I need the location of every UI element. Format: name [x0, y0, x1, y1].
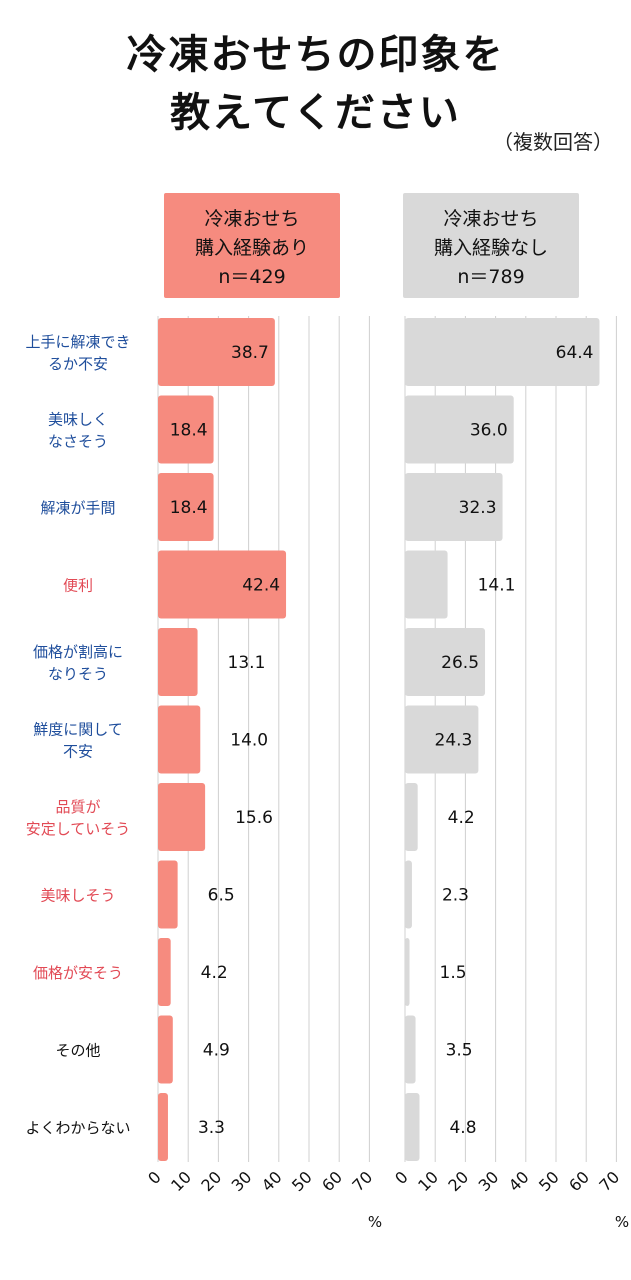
x-tick-label: 0	[391, 1167, 412, 1188]
category-label: その他	[55, 1042, 100, 1060]
chart-title-line1: 冷凍おせちの印象を	[126, 32, 505, 78]
bar-value-label: 13.1	[228, 653, 266, 673]
bar-value-label: 18.4	[170, 421, 208, 441]
bar-value-label: 4.2	[201, 963, 228, 983]
x-tick-label: 40	[505, 1167, 533, 1195]
bar-value-label: 36.0	[470, 421, 508, 441]
series-header-purchased: 冷凍おせち 購入経験あり n＝429	[164, 193, 340, 298]
bar	[405, 550, 448, 619]
bar	[158, 473, 214, 541]
category-label: 価格が安そう	[33, 964, 123, 982]
category-label: 美味しそう	[40, 887, 115, 905]
series-header-not-purchased: 冷凍おせち 購入経験なし n＝789	[403, 193, 579, 298]
bar	[158, 1093, 168, 1161]
bar-value-label: 4.2	[448, 808, 475, 828]
x-axis-unit: %	[368, 1213, 382, 1231]
bar	[158, 705, 201, 774]
bar-value-label: 38.7	[231, 343, 269, 363]
x-tick-label: 20	[197, 1167, 225, 1195]
bar-value-label: 3.5	[446, 1041, 473, 1061]
bar	[405, 860, 412, 929]
category-label: るか不安	[48, 355, 108, 373]
category-label: なりそう	[48, 665, 108, 683]
bar	[405, 705, 479, 774]
bar-value-label: 18.4	[170, 498, 208, 518]
category-label: 解凍が手間	[40, 499, 115, 517]
bar-value-label: 4.8	[449, 1118, 476, 1138]
bar-value-label: 64.4	[556, 343, 594, 363]
bar-value-label: 3.3	[198, 1118, 225, 1138]
bar-value-label: 6.5	[208, 886, 235, 906]
bar-value-label: 4.9	[203, 1041, 230, 1061]
bar-value-label: 24.3	[435, 731, 473, 751]
bar-value-label: 14.1	[478, 576, 516, 596]
bar	[405, 783, 418, 851]
category-label: 品質が	[55, 798, 100, 816]
bar	[158, 395, 214, 464]
x-tick-label: 70	[595, 1167, 623, 1195]
bar-value-label: 1.5	[440, 963, 467, 983]
bar	[405, 1015, 416, 1084]
bar	[405, 938, 410, 1006]
bar-value-label: 2.3	[442, 886, 469, 906]
x-tick-label: 60	[318, 1167, 346, 1195]
bar-value-label: 32.3	[459, 498, 497, 518]
bar-value-label: 42.4	[242, 576, 280, 596]
category-label: よくわからない	[25, 1119, 130, 1137]
series-header-line: n＝789	[457, 266, 525, 288]
category-label: 美味しく	[48, 411, 108, 429]
bar	[405, 1093, 420, 1161]
bar	[405, 473, 503, 541]
bar	[158, 1015, 173, 1084]
category-label: なさそう	[48, 433, 108, 451]
x-tick-label: 60	[565, 1167, 593, 1195]
bar	[158, 860, 178, 929]
series-header-line: 購入経験あり	[194, 237, 309, 259]
bar	[158, 550, 287, 619]
category-label: 価格が割高に	[33, 643, 123, 661]
chart-title-line2: 教えてください	[170, 90, 461, 136]
category-label: 便利	[63, 577, 93, 595]
x-tick-label: 50	[288, 1167, 316, 1195]
bar-value-label: 26.5	[441, 653, 479, 673]
x-tick-label: 50	[535, 1167, 563, 1195]
bar	[158, 783, 206, 851]
bar	[405, 318, 600, 386]
bar-value-label: 15.6	[235, 808, 273, 828]
category-label: 鮮度に関して	[33, 721, 123, 739]
series-header-line: 購入経験なし	[433, 237, 548, 259]
series-header-line: 冷凍おせち	[443, 208, 539, 230]
x-tick-label: 70	[348, 1167, 376, 1195]
bar	[405, 395, 514, 464]
bar	[158, 318, 275, 386]
category-label: 安定していそう	[26, 820, 131, 838]
x-tick-label: 20	[444, 1167, 472, 1195]
bar-value-label: 14.0	[230, 731, 268, 751]
x-axis-unit: %	[615, 1213, 629, 1231]
chart-subtitle: （複数回答）	[493, 130, 613, 154]
x-tick-label: 30	[228, 1167, 256, 1195]
category-label: 不安	[63, 743, 93, 761]
x-tick-label: 40	[258, 1167, 286, 1195]
x-tick-label: 0	[144, 1167, 165, 1188]
series-header-line: 冷凍おせち	[204, 208, 300, 230]
series-header-line: n＝429	[218, 266, 286, 288]
x-tick-label: 10	[414, 1167, 442, 1195]
category-label: 上手に解凍でき	[25, 333, 130, 351]
bar	[158, 938, 171, 1006]
bar	[405, 628, 486, 696]
x-tick-label: 30	[475, 1167, 503, 1195]
bar	[158, 628, 198, 696]
x-tick-label: 10	[167, 1167, 195, 1195]
